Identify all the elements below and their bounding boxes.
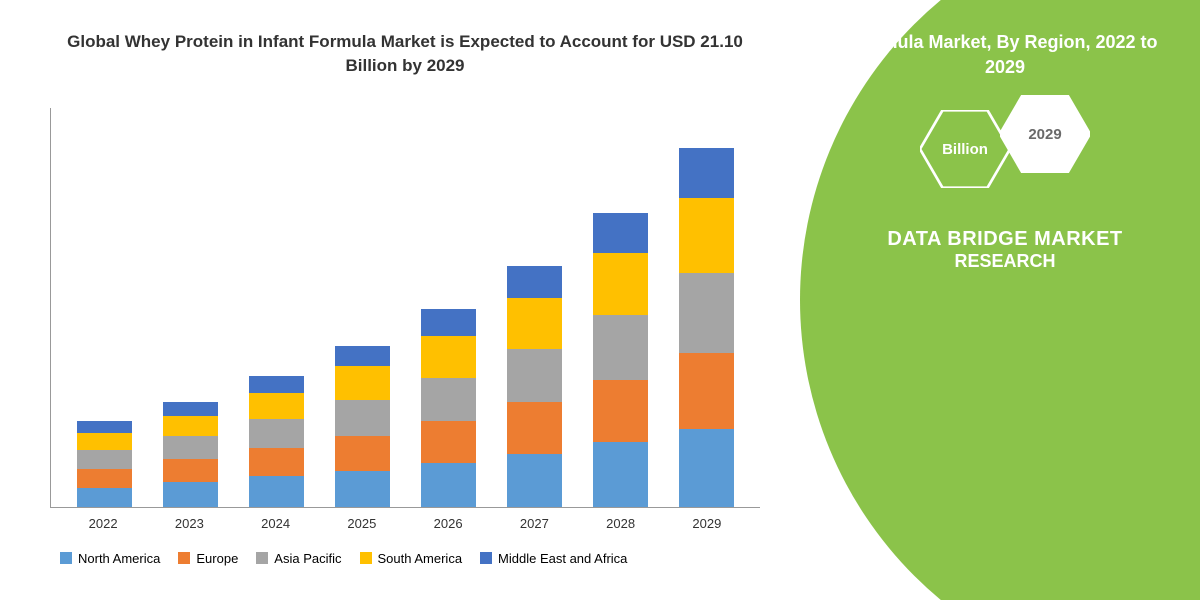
hexagon-billion: Billion	[920, 110, 1010, 188]
segment-middle-east-and-africa	[163, 402, 218, 415]
x-label-2025: 2025	[327, 516, 397, 531]
bar-2024	[241, 376, 311, 507]
chart-title: Global Whey Protein in Infant Formula Ma…	[50, 30, 760, 78]
brand-name: DATA BRIDGE MARKET	[840, 228, 1170, 251]
segment-north-america	[77, 488, 132, 507]
segment-asia-pacific	[507, 349, 562, 402]
legend-item-europe: Europe	[178, 551, 238, 566]
legend-swatch	[60, 552, 72, 564]
segment-asia-pacific	[77, 450, 132, 469]
segment-middle-east-and-africa	[335, 346, 390, 367]
legend-item-asia-pacific: Asia Pacific	[256, 551, 341, 566]
brand-subtitle: RESEARCH	[840, 251, 1170, 272]
segment-asia-pacific	[335, 400, 390, 436]
x-label-2028: 2028	[586, 516, 656, 531]
segment-asia-pacific	[679, 273, 734, 353]
x-label-2023: 2023	[154, 516, 224, 531]
legend-item-north-america: North America	[60, 551, 160, 566]
segment-north-america	[507, 454, 562, 507]
bar-2027	[500, 266, 570, 507]
segment-europe	[335, 436, 390, 470]
segment-europe	[77, 469, 132, 488]
segment-middle-east-and-africa	[593, 213, 648, 253]
right-panel-title: Formula Market, By Region, 2022 to 2029	[840, 30, 1170, 80]
legend-item-south-america: South America	[360, 551, 463, 566]
segment-asia-pacific	[593, 315, 648, 379]
legend-swatch	[480, 552, 492, 564]
segment-south-america	[335, 366, 390, 400]
hex-left-label: Billion	[942, 141, 988, 158]
segment-europe	[593, 380, 648, 443]
segment-south-america	[507, 298, 562, 349]
legend-swatch	[178, 552, 190, 564]
segment-south-america	[593, 253, 648, 316]
hexagon-year: 2029	[1000, 95, 1090, 173]
segment-middle-east-and-africa	[507, 266, 562, 298]
segment-south-america	[77, 433, 132, 450]
segment-north-america	[421, 463, 476, 507]
x-label-2029: 2029	[672, 516, 742, 531]
bar-2023	[155, 402, 225, 506]
segment-north-america	[593, 442, 648, 506]
segment-middle-east-and-africa	[421, 309, 476, 336]
segment-north-america	[249, 476, 304, 506]
legend-label: South America	[378, 551, 463, 566]
bar-2029	[672, 148, 742, 506]
segment-north-america	[335, 471, 390, 507]
x-label-2022: 2022	[68, 516, 138, 531]
legend-item-middle-east-and-africa: Middle East and Africa	[480, 551, 627, 566]
x-label-2024: 2024	[241, 516, 311, 531]
x-axis-labels: 2022 2023 2024 2025 2026 2027 2028 2029	[50, 508, 760, 531]
bar-2025	[327, 346, 397, 507]
hexagon-badges: Billion 2029	[840, 110, 1170, 188]
chart-panel: Global Whey Protein in Infant Formula Ma…	[0, 0, 800, 600]
legend-label: North America	[78, 551, 160, 566]
bar-2028	[586, 213, 656, 507]
segment-europe	[679, 353, 734, 429]
segment-north-america	[163, 482, 218, 507]
bar-2026	[414, 309, 484, 506]
segment-middle-east-and-africa	[249, 376, 304, 393]
stacked-bar-chart	[50, 108, 760, 508]
legend-label: Europe	[196, 551, 238, 566]
segment-asia-pacific	[249, 419, 304, 447]
segment-europe	[163, 459, 218, 482]
segment-south-america	[249, 393, 304, 420]
segment-middle-east-and-africa	[77, 421, 132, 432]
segment-middle-east-and-africa	[679, 148, 734, 197]
segment-europe	[507, 402, 562, 453]
segment-south-america	[163, 416, 218, 437]
legend-swatch	[360, 552, 372, 564]
legend-label: Middle East and Africa	[498, 551, 627, 566]
segment-asia-pacific	[421, 378, 476, 422]
legend-label: Asia Pacific	[274, 551, 341, 566]
legend-swatch	[256, 552, 268, 564]
segment-asia-pacific	[163, 436, 218, 459]
x-label-2026: 2026	[413, 516, 483, 531]
right-panel: Formula Market, By Region, 2022 to 2029 …	[800, 0, 1200, 600]
segment-europe	[249, 448, 304, 476]
chart-legend: North America Europe Asia Pacific South Ame…	[50, 551, 760, 566]
hex-right-label: 2029	[1028, 126, 1061, 143]
segment-europe	[421, 421, 476, 463]
segment-south-america	[679, 198, 734, 274]
bar-2022	[69, 421, 139, 506]
segment-north-america	[679, 429, 734, 507]
x-label-2027: 2027	[499, 516, 569, 531]
segment-south-america	[421, 336, 476, 378]
